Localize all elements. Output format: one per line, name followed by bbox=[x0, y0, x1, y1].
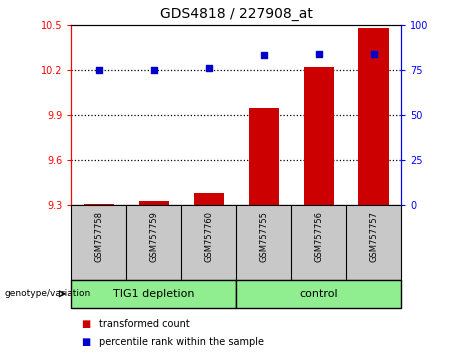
Point bbox=[260, 53, 267, 58]
Bar bbox=[71, 280, 236, 308]
Bar bbox=[236, 280, 401, 308]
Point bbox=[370, 51, 377, 57]
Text: GSM757756: GSM757756 bbox=[314, 211, 323, 262]
Text: GSM757757: GSM757757 bbox=[369, 211, 378, 262]
Bar bbox=[194, 193, 224, 205]
Bar bbox=[139, 201, 169, 205]
Text: GSM757759: GSM757759 bbox=[149, 211, 159, 262]
Bar bbox=[84, 204, 114, 205]
Text: control: control bbox=[299, 289, 338, 299]
Bar bbox=[303, 67, 334, 205]
Text: GSM757758: GSM757758 bbox=[95, 211, 103, 262]
Bar bbox=[359, 28, 389, 205]
Text: GSM757760: GSM757760 bbox=[204, 211, 213, 262]
Bar bbox=[248, 108, 279, 205]
Title: GDS4818 / 227908_at: GDS4818 / 227908_at bbox=[160, 7, 313, 21]
Text: ■: ■ bbox=[81, 337, 90, 347]
Text: percentile rank within the sample: percentile rank within the sample bbox=[99, 337, 264, 347]
Point bbox=[205, 65, 213, 71]
Text: TIG1 depletion: TIG1 depletion bbox=[113, 289, 195, 299]
Text: ■: ■ bbox=[81, 319, 90, 329]
Point bbox=[150, 67, 158, 73]
Text: GSM757755: GSM757755 bbox=[259, 211, 268, 262]
Point bbox=[315, 51, 322, 57]
Point bbox=[95, 67, 103, 73]
Text: genotype/variation: genotype/variation bbox=[5, 289, 91, 298]
Text: transformed count: transformed count bbox=[99, 319, 190, 329]
